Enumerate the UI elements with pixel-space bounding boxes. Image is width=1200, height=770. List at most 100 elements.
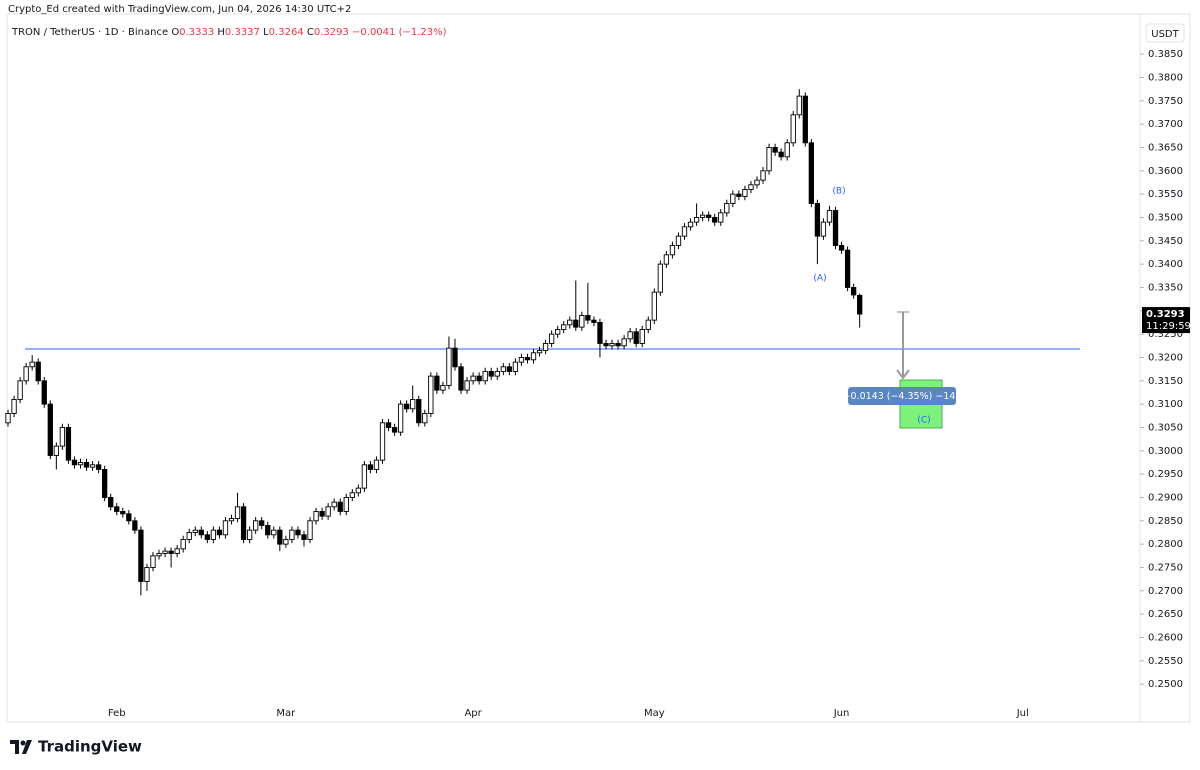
candle-body <box>802 95 808 144</box>
candle-body <box>838 245 845 251</box>
logo-mark <box>20 740 26 746</box>
candle-body <box>748 184 754 190</box>
candle-body <box>627 331 633 340</box>
candle-body <box>826 210 833 223</box>
candle-body <box>174 548 180 554</box>
candle-body <box>416 399 422 424</box>
candle-body <box>192 529 198 533</box>
ohlc-value: 0.3333 <box>179 27 214 38</box>
candle-body <box>712 217 718 223</box>
countdown: 11:29:59 <box>1146 321 1191 332</box>
candle-body <box>17 380 23 400</box>
x-tick-label: Feb <box>108 708 126 719</box>
candle-body <box>277 529 283 545</box>
candle-body <box>410 399 416 410</box>
candle-body <box>567 319 573 326</box>
candle-body <box>657 263 664 293</box>
candle-body <box>150 555 156 568</box>
candle-body <box>41 380 47 405</box>
candle-body <box>379 422 386 461</box>
candle-body <box>742 189 748 197</box>
y-tick-label: 0.3750 <box>1148 96 1183 107</box>
candle-body <box>59 427 66 447</box>
candle-body <box>168 550 174 554</box>
candle-body <box>144 567 150 582</box>
candle-body <box>718 212 724 223</box>
candle-body <box>542 343 549 351</box>
candle-body <box>156 553 162 557</box>
candle-body <box>621 338 627 347</box>
change: −0.0041 (−1.23%) <box>352 27 447 38</box>
candle-body <box>603 343 609 347</box>
y-tick-label: 0.2750 <box>1148 562 1183 573</box>
candle-body <box>476 375 482 382</box>
ohlc-value: 0.3264 <box>269 27 304 38</box>
candle-body <box>422 413 428 424</box>
price-label-box <box>1142 307 1190 334</box>
candle-body <box>639 329 645 344</box>
y-tick-label: 0.3700 <box>1148 119 1183 130</box>
candle-body <box>790 114 796 144</box>
ohlc-label: C <box>307 27 314 38</box>
symbol-legend: TRON / TetherUS · 1D · Binance O0.3333 H… <box>11 27 447 38</box>
ohlc-label: H <box>217 27 225 38</box>
candle-body <box>500 366 506 372</box>
candle-body <box>687 221 694 228</box>
candle-body <box>271 529 277 536</box>
candle-body <box>325 506 331 517</box>
candle-body <box>784 142 790 158</box>
candle-body <box>385 422 392 428</box>
candle-body <box>482 371 488 382</box>
y-tick-label: 0.2900 <box>1148 492 1183 503</box>
candle-body <box>234 506 241 519</box>
y-tick-label: 0.3450 <box>1148 236 1183 247</box>
candle-body <box>766 147 772 172</box>
symbol: TRON / TetherUS · 1D · Binance <box>11 27 168 38</box>
candle-body <box>736 193 742 197</box>
brand-name: TradingView <box>38 738 142 756</box>
candle-body <box>446 347 452 386</box>
ohlc-value: 0.3337 <box>225 27 260 38</box>
y-tick-label: 0.3100 <box>1148 399 1183 410</box>
candle-body <box>198 529 204 536</box>
price-label: 0.3293 <box>1146 309 1185 320</box>
candle-body <box>53 445 59 456</box>
y-tick-label: 0.3600 <box>1148 166 1183 177</box>
chart-frame <box>6 13 1191 723</box>
candle-body <box>440 385 446 391</box>
candle-body <box>754 179 760 186</box>
logo-mark <box>22 740 32 754</box>
candle-body <box>778 151 784 158</box>
attribution: Crypto_Ed created with TradingView.com, … <box>8 4 351 15</box>
currency: USDT <box>1151 29 1179 40</box>
candle-body <box>373 459 380 470</box>
candle-body <box>126 513 132 522</box>
candle-body <box>844 249 851 288</box>
candle-body <box>796 95 802 116</box>
candle-body <box>355 487 361 494</box>
wave-label: (C) <box>917 416 930 426</box>
y-tick-label: 0.3800 <box>1148 72 1183 83</box>
candle-body <box>265 525 271 536</box>
candle-body <box>23 366 29 382</box>
y-tick-label: 0.2950 <box>1148 469 1183 480</box>
candle-body <box>391 427 398 433</box>
candle-body <box>283 539 289 545</box>
candle-body <box>597 322 603 344</box>
candle-body <box>397 403 404 433</box>
candle-body <box>675 235 682 246</box>
candle-body <box>83 462 90 468</box>
candle-body <box>246 529 253 540</box>
candle-body <box>313 511 319 522</box>
candle-body <box>706 214 712 218</box>
candle-body <box>77 462 84 466</box>
candle-body <box>428 375 434 414</box>
candle-body <box>71 459 78 466</box>
candle-body <box>820 221 827 237</box>
x-tick-label: Apr <box>464 708 482 719</box>
candle-body <box>102 469 108 498</box>
candle-body <box>651 291 657 321</box>
candle-body <box>89 464 96 468</box>
currency-box <box>1145 23 1185 43</box>
y-tick-label: 0.3650 <box>1148 142 1183 153</box>
